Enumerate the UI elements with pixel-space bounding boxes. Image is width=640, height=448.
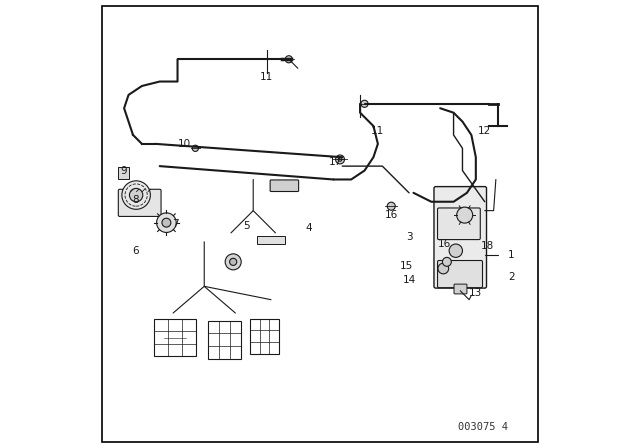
Circle shape: [335, 155, 344, 164]
Circle shape: [122, 181, 150, 209]
Circle shape: [449, 244, 463, 258]
Circle shape: [162, 218, 171, 227]
Text: 17: 17: [329, 157, 342, 167]
FancyBboxPatch shape: [454, 284, 467, 294]
Circle shape: [387, 202, 396, 210]
Text: 7: 7: [172, 219, 179, 229]
Text: 11: 11: [260, 72, 273, 82]
FancyBboxPatch shape: [438, 208, 480, 240]
Bar: [250, 319, 279, 353]
Text: 003075 4: 003075 4: [458, 422, 508, 431]
Circle shape: [339, 158, 342, 161]
Text: 14: 14: [403, 275, 415, 284]
Text: 15: 15: [400, 261, 413, 271]
Bar: [207, 321, 241, 359]
Text: 6: 6: [132, 246, 138, 256]
Circle shape: [438, 263, 449, 274]
Text: 5: 5: [243, 221, 250, 231]
FancyBboxPatch shape: [438, 260, 483, 288]
Circle shape: [442, 258, 451, 266]
FancyBboxPatch shape: [257, 236, 285, 245]
Text: 9: 9: [121, 166, 127, 176]
Text: 8: 8: [132, 194, 138, 205]
Circle shape: [225, 254, 241, 270]
Text: 16: 16: [438, 239, 451, 249]
Text: 4: 4: [305, 224, 312, 233]
Bar: [154, 319, 196, 357]
Text: 18: 18: [481, 241, 493, 251]
Text: 2: 2: [508, 272, 515, 282]
Text: 12: 12: [478, 125, 492, 135]
Circle shape: [285, 56, 292, 63]
FancyBboxPatch shape: [434, 187, 486, 288]
Text: 3: 3: [406, 233, 412, 242]
Text: 13: 13: [469, 288, 483, 298]
Circle shape: [457, 207, 473, 223]
Circle shape: [192, 145, 198, 151]
FancyBboxPatch shape: [118, 189, 161, 216]
Circle shape: [361, 100, 368, 108]
Text: 11: 11: [371, 125, 385, 135]
Text: 16: 16: [385, 210, 398, 220]
Text: 1: 1: [508, 250, 515, 260]
Circle shape: [230, 258, 237, 265]
Text: 10: 10: [178, 139, 191, 149]
FancyBboxPatch shape: [270, 180, 299, 191]
Circle shape: [129, 188, 143, 202]
Circle shape: [157, 213, 176, 233]
FancyBboxPatch shape: [118, 167, 129, 179]
